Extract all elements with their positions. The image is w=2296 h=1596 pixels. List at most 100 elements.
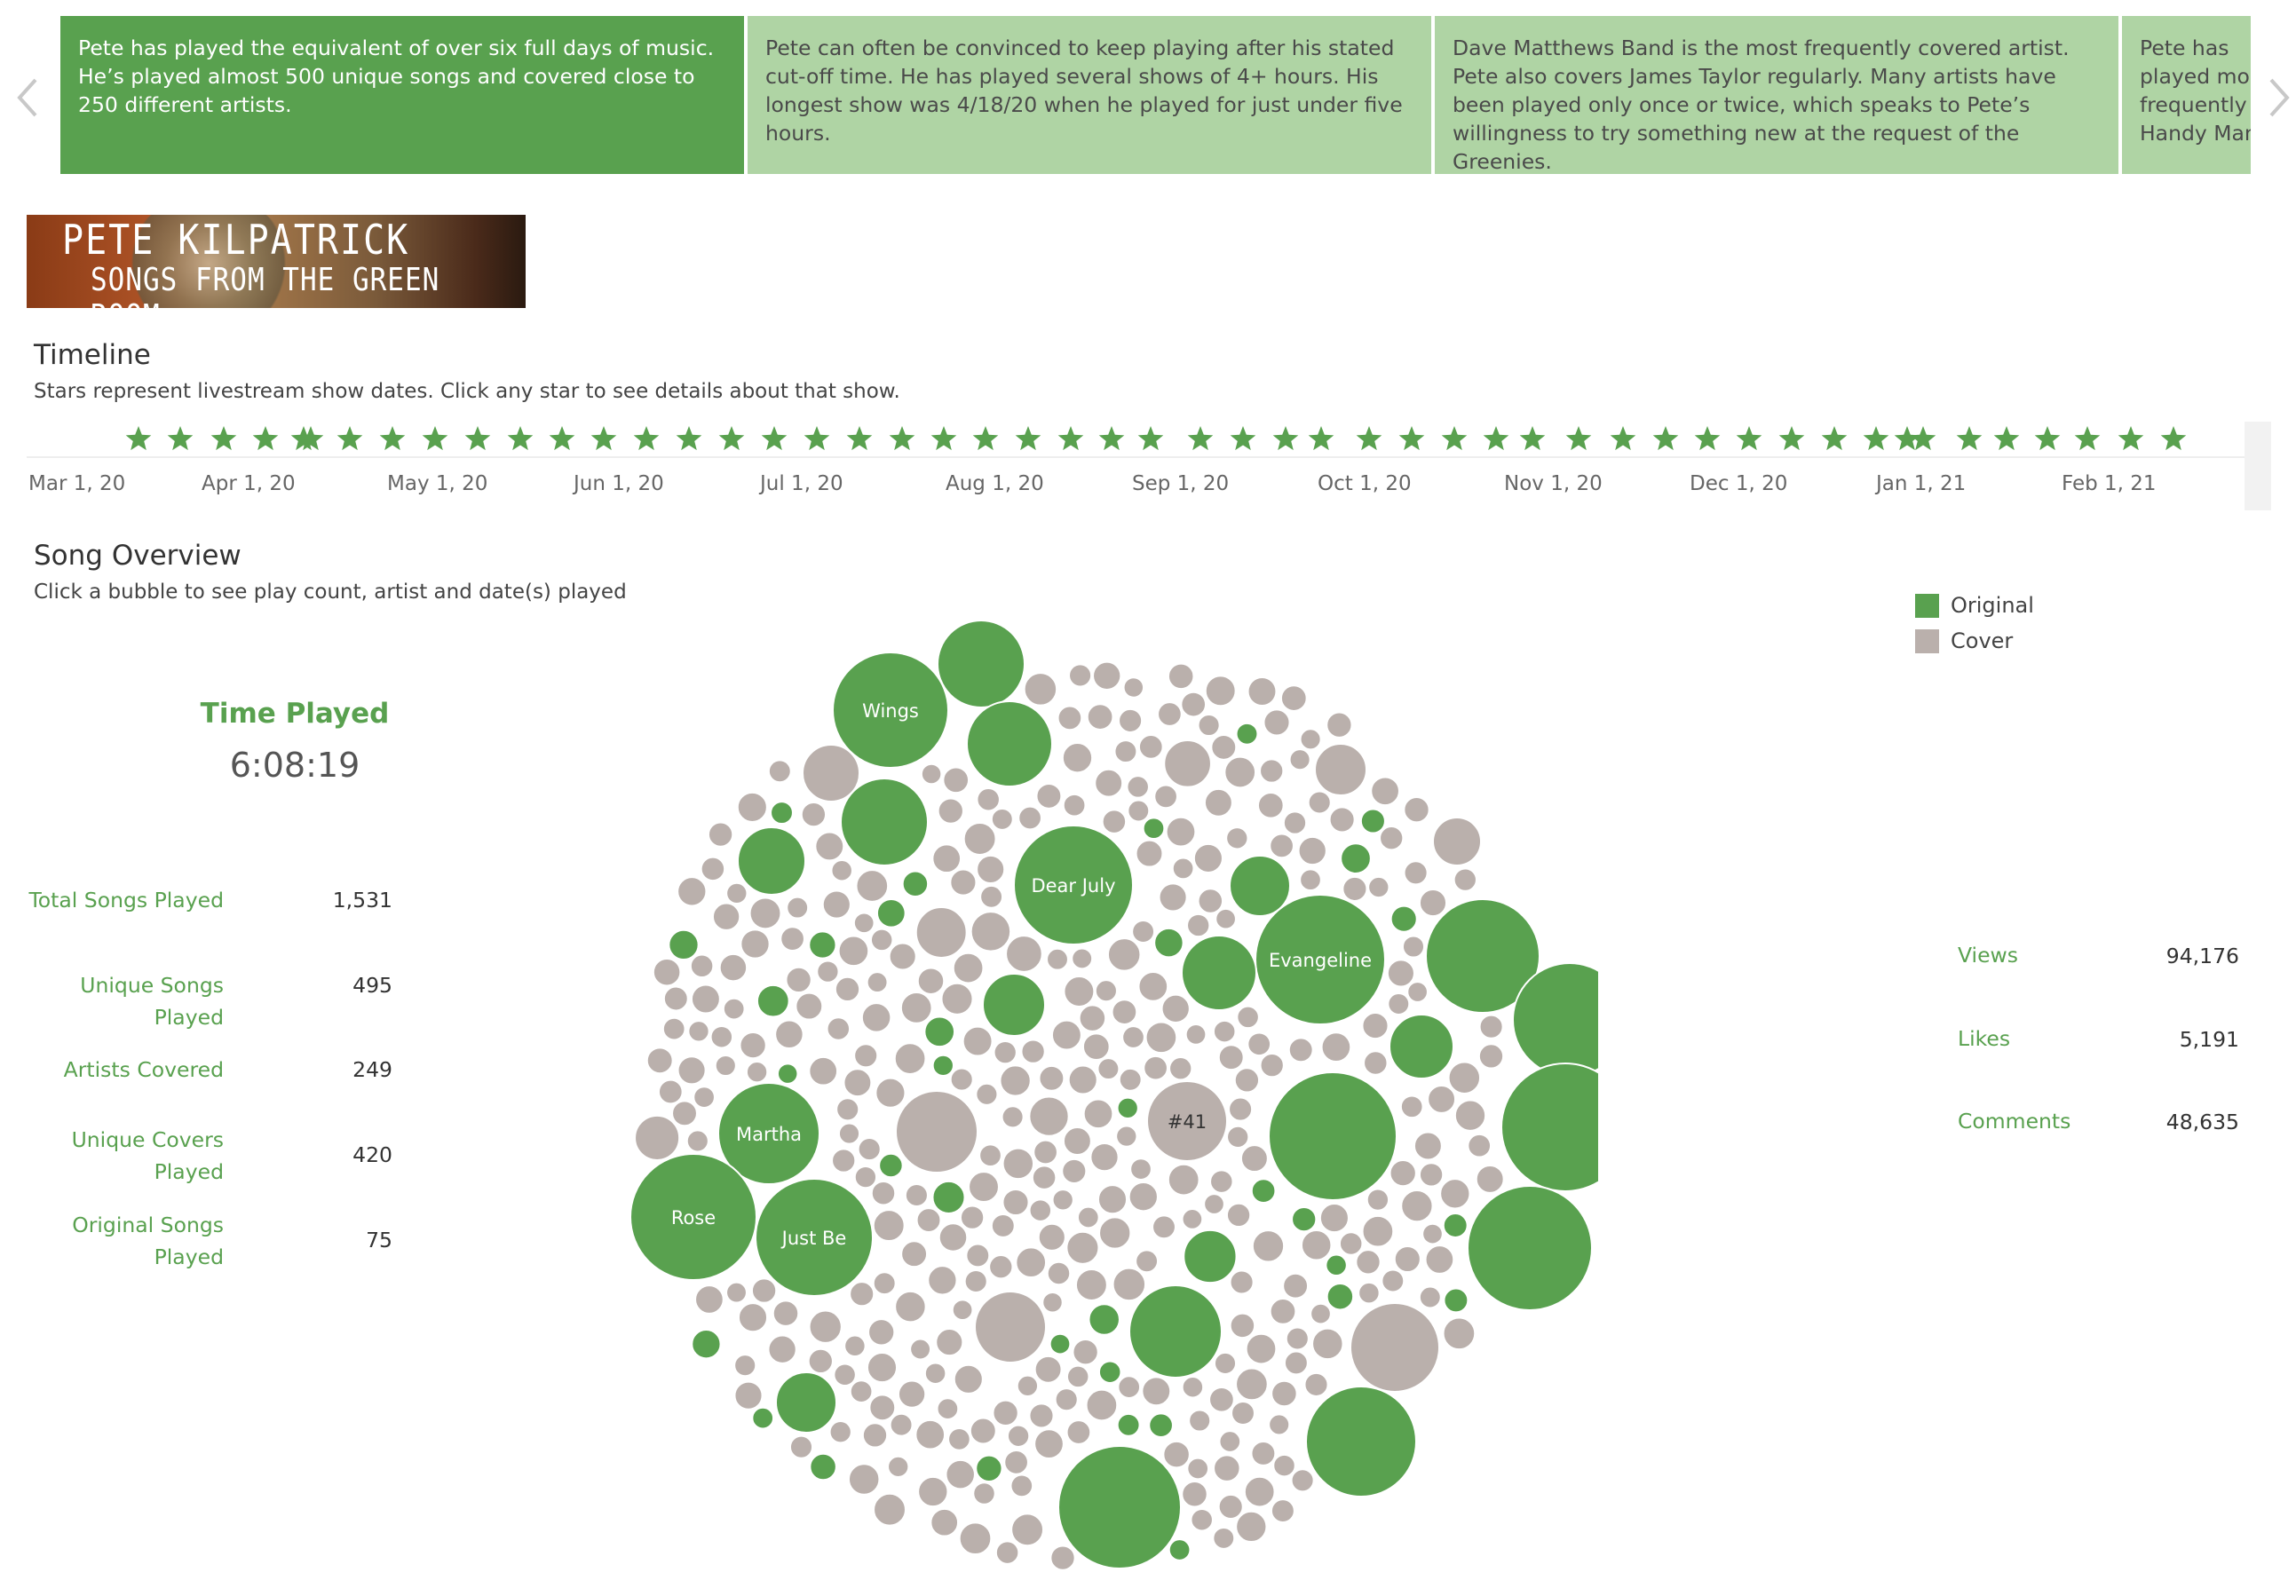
bubble-original[interactable]: [1229, 855, 1291, 917]
bubble-cover[interactable]: [1326, 712, 1353, 739]
star-icon[interactable]: [2160, 426, 2187, 451]
bubble-cover[interactable]: [994, 1040, 1017, 1064]
bubble-cover[interactable]: [1034, 1355, 1063, 1384]
bubble-rank-41[interactable]: [1146, 1080, 1228, 1162]
bubble-original[interactable]: [1098, 1360, 1121, 1384]
bubble-cover[interactable]: [1419, 1286, 1442, 1308]
star-icon[interactable]: [1015, 426, 1041, 451]
bubble-cover[interactable]: [1115, 1125, 1137, 1148]
star-icon[interactable]: [972, 426, 999, 451]
bubble-cover[interactable]: [1413, 1132, 1443, 1160]
bubble-original[interactable]: [1340, 842, 1372, 874]
bubble-cover[interactable]: [767, 1335, 797, 1364]
bubble-original[interactable]: [1088, 1303, 1120, 1336]
bubble-cover[interactable]: [991, 808, 1014, 831]
bubble-cover[interactable]: [1291, 1468, 1315, 1492]
bubble-cover[interactable]: [1079, 1004, 1106, 1032]
bubble-original[interactable]: [1467, 1185, 1593, 1311]
star-icon[interactable]: [1652, 426, 1679, 451]
bubble-cover[interactable]: [1007, 1425, 1030, 1448]
bubble-cover[interactable]: [850, 1379, 873, 1403]
bubble-cover[interactable]: [772, 1300, 799, 1327]
bubble-cover[interactable]: [1072, 1339, 1099, 1365]
bubble-cover[interactable]: [1143, 1055, 1168, 1081]
bubble-cover[interactable]: [1381, 1269, 1405, 1292]
bubble-cover[interactable]: [1186, 1458, 1209, 1480]
bubble-cover[interactable]: [785, 967, 812, 993]
bubble-cover[interactable]: [712, 903, 740, 931]
bubble-cover[interactable]: [867, 1352, 898, 1383]
bubble-cover[interactable]: [1065, 1231, 1099, 1265]
bubble-cover[interactable]: [1259, 758, 1284, 784]
bubble-cover[interactable]: [831, 1148, 856, 1173]
bubble-cover[interactable]: [1300, 728, 1322, 750]
bubble-cover[interactable]: [1063, 794, 1086, 818]
bubble-cover[interactable]: [1119, 1068, 1143, 1092]
star-icon[interactable]: [1778, 426, 1805, 451]
bubble-cover[interactable]: [1009, 1474, 1033, 1497]
star-icon[interactable]: [507, 426, 534, 451]
bubble-cover[interactable]: [1188, 1409, 1211, 1433]
bubble-original[interactable]: [808, 930, 837, 960]
bubble-cover[interactable]: [1311, 1328, 1344, 1360]
bubble-cover[interactable]: [947, 1427, 971, 1451]
star-icon[interactable]: [1356, 426, 1382, 451]
bubble-cover[interactable]: [909, 1339, 931, 1360]
bubble-cover[interactable]: [921, 763, 942, 785]
bubble-cover[interactable]: [1152, 1214, 1176, 1239]
bubble-cover[interactable]: [1041, 1292, 1064, 1314]
bubble-cover[interactable]: [1190, 1508, 1214, 1531]
bubble-cover[interactable]: [1448, 1061, 1481, 1094]
bubble-cover[interactable]: [1225, 826, 1248, 849]
bubble-cover[interactable]: [1301, 1229, 1332, 1260]
bubble-cover[interactable]: [970, 1418, 997, 1444]
bubble-cover[interactable]: [1286, 1326, 1310, 1351]
bubble-cover[interactable]: [1075, 1268, 1108, 1301]
bubble-original[interactable]: [1291, 1206, 1317, 1232]
bubble-cover[interactable]: [1350, 1302, 1440, 1393]
bubble-cover[interactable]: [1198, 714, 1221, 737]
bubble-cover[interactable]: [1213, 1454, 1241, 1482]
bubble-cover[interactable]: [1066, 1419, 1091, 1445]
star-icon[interactable]: [2118, 426, 2144, 451]
star-icon[interactable]: [1610, 426, 1636, 451]
bubble-cover[interactable]: [1453, 867, 1477, 892]
bubble-cover[interactable]: [940, 983, 974, 1015]
bubble-wings[interactable]: [832, 652, 949, 769]
bubble-cover[interactable]: [931, 843, 962, 873]
bubble-cover[interactable]: [873, 1209, 906, 1242]
bubble-cover[interactable]: [1427, 1085, 1456, 1114]
bubble-original[interactable]: [966, 700, 1053, 787]
bubble-cover[interactable]: [1246, 1333, 1277, 1364]
bubble-cover[interactable]: [816, 960, 840, 984]
bubble-cover[interactable]: [1226, 1126, 1249, 1149]
bubble-original[interactable]: [1148, 1412, 1174, 1438]
bubble-cover[interactable]: [1117, 1375, 1141, 1399]
bubble-cover[interactable]: [1083, 1098, 1113, 1129]
star-icon[interactable]: [1993, 426, 2020, 451]
bubble-cover[interactable]: [924, 1362, 946, 1385]
bubble-cover[interactable]: [1141, 1376, 1171, 1406]
bubble-cover[interactable]: [945, 1459, 976, 1489]
star-icon[interactable]: [1863, 426, 1889, 451]
bubble-cover[interactable]: [898, 1379, 926, 1409]
star-icon[interactable]: [1308, 426, 1334, 451]
bubble-cover[interactable]: [1214, 1352, 1237, 1375]
bubble-cover[interactable]: [1223, 756, 1256, 788]
bubble-original[interactable]: [1181, 935, 1257, 1011]
bubble-cover[interactable]: [1230, 1313, 1255, 1339]
bubble-cover[interactable]: [827, 1016, 851, 1041]
bubble-cover[interactable]: [1205, 675, 1237, 707]
bubble-cover[interactable]: [738, 1302, 768, 1332]
bubble-cover[interactable]: [1131, 920, 1155, 944]
bubble-cover[interactable]: [1028, 1095, 1070, 1137]
bubble-original[interactable]: [1251, 1178, 1276, 1204]
bubble-cover[interactable]: [1394, 1245, 1421, 1273]
bubble-cover[interactable]: [968, 1171, 1000, 1203]
bubble-cover[interactable]: [1250, 1441, 1276, 1466]
bubble-cover[interactable]: [733, 1354, 756, 1377]
bubble-cover[interactable]: [677, 876, 707, 906]
bubble-cover[interactable]: [991, 1213, 1016, 1238]
bubble-cover[interactable]: [862, 1422, 888, 1449]
bubble-cover[interactable]: [1159, 882, 1188, 912]
